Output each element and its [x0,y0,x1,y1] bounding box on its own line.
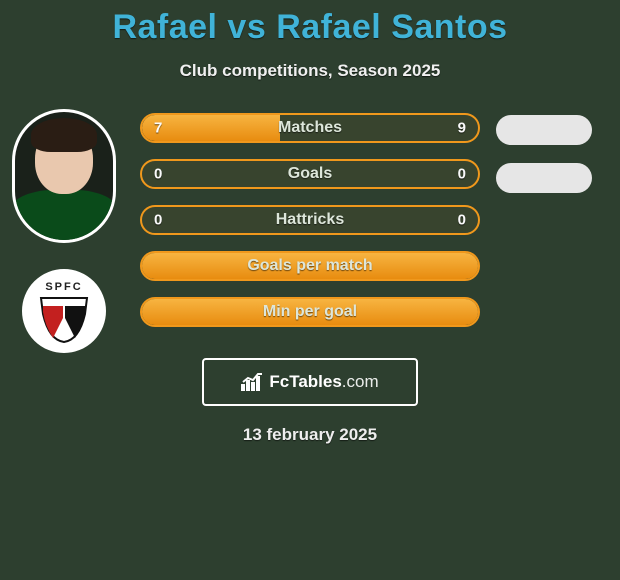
bar-fill-left [142,115,280,141]
page-title: Rafael vs Rafael Santos [0,0,620,47]
right-player-avatar-placeholder [496,115,592,145]
brand-text-bold: FcTables [269,372,341,391]
right-player-column [496,115,604,211]
stat-row: Goals per match [140,251,480,281]
brand-text: FcTables.com [269,372,378,392]
brand-badge: FcTables.com [202,358,418,406]
stat-value-right: 0 [458,212,466,229]
bar-chart-icon [241,373,263,391]
stat-row: 0 0Goals [140,159,480,189]
footer-date: 13 february 2025 [0,425,620,445]
stat-label: Goals [142,165,478,183]
stat-value-right: 9 [458,120,466,137]
left-player-column: SPFC [8,109,120,353]
stat-value-left: 0 [154,212,162,229]
stat-row: 0 0Hattricks [140,205,480,235]
brand-text-suffix: .com [342,372,379,391]
right-player-club-placeholder [496,163,592,193]
stat-row: 79Matches [140,113,480,143]
left-player-club-logo: SPFC [22,269,106,353]
stat-label: Hattricks [142,211,478,229]
comparison-panel: SPFC 79Matches00Goals00HattricksGoals pe… [0,109,620,469]
bar-fill [142,253,478,279]
club-abbrev: SPFC [25,281,103,293]
stat-value-right: 0 [458,166,466,183]
shield-icon [39,296,89,344]
stat-bars: 79Matches00Goals00HattricksGoals per mat… [140,113,480,343]
bar-fill [142,299,478,325]
stat-value-left: 0 [154,166,162,183]
left-player-avatar [12,109,116,243]
stat-row: Min per goal [140,297,480,327]
subtitle: Club competitions, Season 2025 [0,61,620,81]
